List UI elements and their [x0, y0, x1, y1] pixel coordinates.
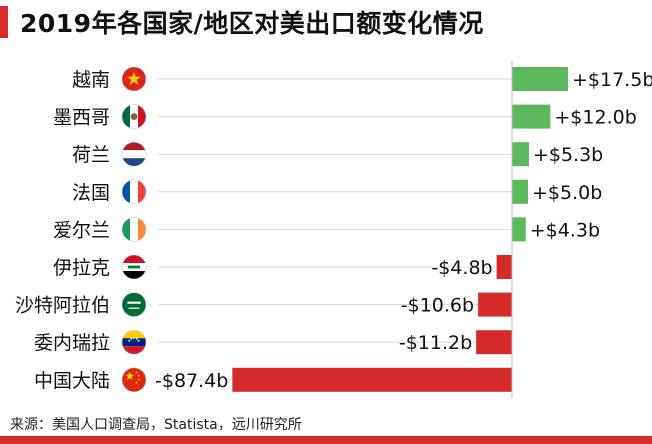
- source-note: 来源：美国人口调查局，Statista，远川研究所: [10, 417, 302, 433]
- bar: [478, 292, 512, 317]
- bar-chart: 越南 +$17.5b 墨西哥 +$12.0b 荷兰 +$5.3b 法国 +$5.0b 爱尔兰 +$…: [15, 61, 652, 398]
- vietnam-flag-icon: [121, 66, 147, 92]
- title-accent-bar: [0, 6, 8, 38]
- category-label: 沙特阿拉伯: [15, 295, 110, 317]
- data-label: +$4.3b: [530, 219, 600, 241]
- data-label: +$17.5b: [572, 69, 652, 91]
- saudi-arabia-flag-icon: [121, 292, 147, 317]
- bar: [476, 330, 512, 355]
- bar: [512, 179, 528, 204]
- category-label: 爱尔兰: [53, 219, 110, 241]
- bar: [512, 104, 551, 129]
- category-label: 越南: [72, 69, 110, 91]
- bar: [496, 255, 512, 279]
- bar: [232, 367, 512, 392]
- data-label: -$11.2b: [399, 332, 472, 354]
- iraq-flag-icon: [121, 254, 147, 280]
- bar: [512, 142, 529, 167]
- mexico-flag-icon: [121, 104, 147, 129]
- china-flag-icon: [121, 367, 147, 393]
- bar: [512, 67, 568, 91]
- data-label: -$4.8b: [431, 257, 492, 279]
- data-label: +$5.3b: [533, 144, 603, 166]
- data-label: -$10.6b: [401, 295, 474, 317]
- category-label: 法国: [72, 182, 110, 204]
- netherlands-flag-icon: [121, 141, 147, 167]
- category-label: 墨西哥: [53, 107, 110, 129]
- category-label: 伊拉克: [53, 257, 110, 279]
- data-label: +$12.0b: [554, 107, 636, 129]
- data-label: -$87.4b: [155, 370, 228, 392]
- footer-accent-bar: [0, 436, 652, 444]
- category-label: 中国大陆: [34, 370, 110, 392]
- category-label: 荷兰: [72, 144, 110, 166]
- bar: [512, 217, 526, 242]
- ireland-flag-icon: [121, 217, 147, 242]
- category-label: 委内瑞拉: [34, 332, 110, 354]
- venezuela-flag-icon: [121, 329, 147, 355]
- chart-title: 2019年各国家/地区对美出口额变化情况: [20, 9, 484, 38]
- data-label: +$5.0b: [532, 182, 602, 204]
- france-flag-icon: [121, 179, 147, 205]
